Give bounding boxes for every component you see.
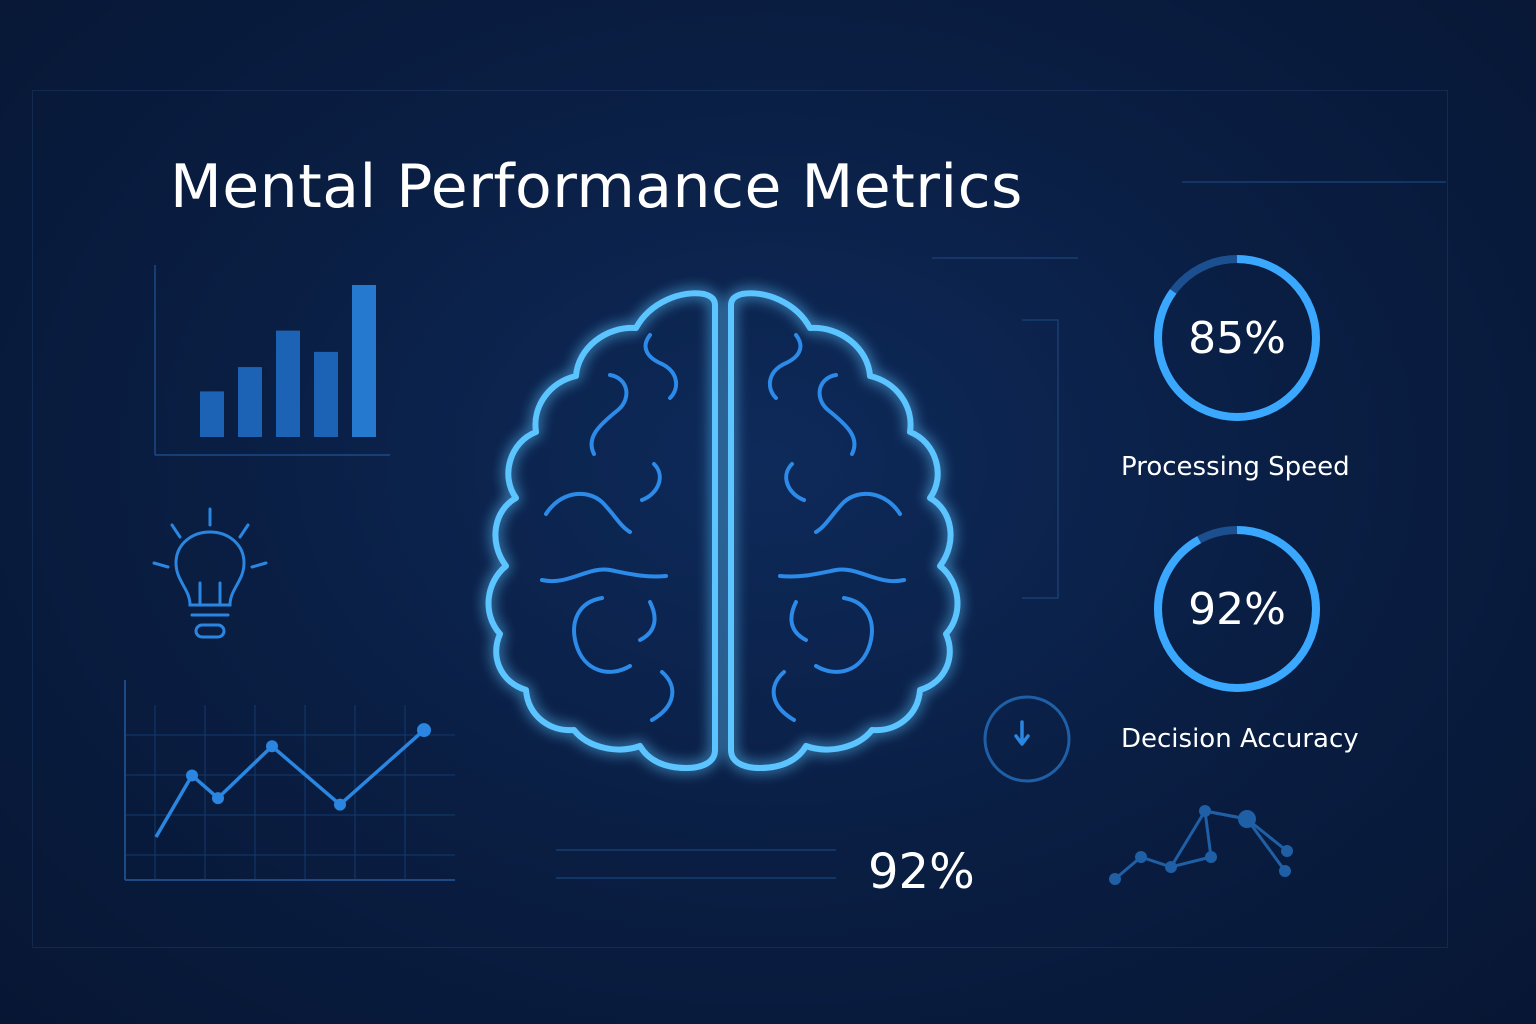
bar-chart-icon xyxy=(154,265,390,456)
line-point xyxy=(417,723,431,738)
line-series xyxy=(154,728,426,838)
network-node xyxy=(1238,810,1256,828)
network-node xyxy=(1281,845,1293,857)
network-node xyxy=(1199,805,1211,817)
decision-accuracy-value: 92% xyxy=(1188,583,1286,635)
network-node xyxy=(1109,873,1121,885)
line-point xyxy=(266,740,278,753)
bar xyxy=(200,391,224,437)
page-title: Mental Performance Metrics xyxy=(170,152,1023,222)
lightbulb-icon xyxy=(152,507,268,639)
gauge-progress-arc xyxy=(1154,255,1320,421)
timer-icon xyxy=(983,695,1071,783)
processing-speed-label: Processing Speed xyxy=(1121,452,1350,482)
decision-accuracy-label: Decision Accuracy xyxy=(1121,724,1359,754)
decision-accuracy-gauge: 92% xyxy=(1152,524,1322,694)
bar xyxy=(276,330,300,437)
line-point xyxy=(334,798,346,811)
network-line xyxy=(1169,809,1287,872)
dashboard-frame xyxy=(32,90,1448,948)
brain-icon xyxy=(485,290,961,771)
bar xyxy=(314,351,338,437)
line-point xyxy=(212,792,224,805)
network-node xyxy=(1205,851,1217,863)
network-node xyxy=(1135,851,1147,863)
line-point xyxy=(186,769,198,782)
bottom-stat-value: 92% xyxy=(868,844,975,900)
network-line xyxy=(1114,809,1288,881)
gauge-progress-arc xyxy=(1154,526,1320,692)
bar xyxy=(238,367,262,437)
network-node xyxy=(1279,865,1291,877)
network-chart-icon xyxy=(1109,805,1293,885)
line-chart-icon xyxy=(124,680,455,881)
network-node xyxy=(1165,861,1177,873)
processing-speed-value: 85% xyxy=(1188,312,1286,364)
bar xyxy=(352,285,376,437)
processing-speed-gauge: 85% xyxy=(1152,253,1322,423)
